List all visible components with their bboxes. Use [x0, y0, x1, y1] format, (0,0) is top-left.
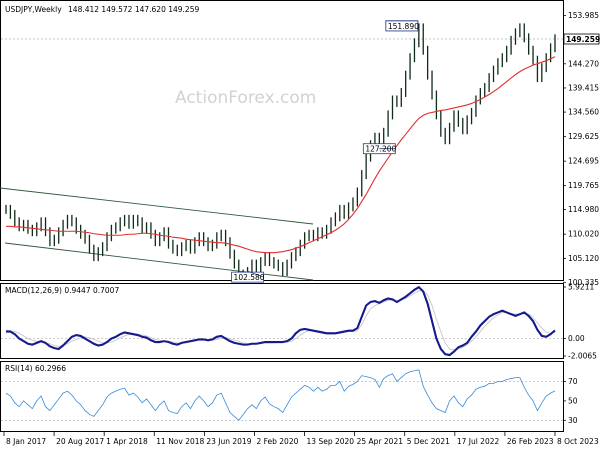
- price-axis-tick-label: 119.765: [568, 181, 599, 190]
- axes-layer: 153.985 144.270 139.415 134.560 129.625 124.6…: [3, 11, 600, 446]
- x-axis-tick-label: 25 Apr 2021: [357, 437, 404, 446]
- price-axis-tick-label: 124.695: [568, 157, 599, 166]
- price-axis-tick-label: 105.120: [568, 254, 599, 263]
- macd-layer: [1, 285, 563, 357]
- macd-panel-frame: [0, 283, 564, 359]
- chart-header: USDJPY,Weekly 148.412 149.572 147.620 14…: [5, 5, 199, 14]
- rsi-axis-tick-label: 70: [568, 377, 578, 386]
- x-axis-tick-label: 13 Sep 2020: [307, 437, 355, 446]
- price-annotation-label: 102.580: [234, 273, 265, 282]
- x-axis-tick-label: 17 Jul 2022: [457, 437, 500, 446]
- rsi-line: [5, 369, 556, 421]
- x-axis-tick-label: 5 Dec 2021: [407, 437, 450, 446]
- price-axis-tick-label: 153.985: [568, 11, 599, 20]
- x-axis-tick-label: 2 Feb 2020: [256, 437, 298, 446]
- rsi-axis-tick-label: 50: [568, 396, 578, 405]
- rsi-layer: [1, 369, 563, 421]
- channel-lower-line: [4, 242, 314, 281]
- price-panel-frame: [0, 0, 564, 281]
- ohlc-label: 148.412 149.572 147.620 149.259: [68, 5, 199, 14]
- price-axis-tick-label: 144.270: [568, 59, 599, 68]
- macd-axis-tick-label: 0.00: [568, 334, 585, 343]
- rsi-title: RSI(14) 60.2966: [5, 364, 66, 373]
- rsi-axis-tick-label: 30: [568, 416, 578, 425]
- x-axis-tick-label: 23 Jun 2019: [206, 437, 251, 446]
- macd-line: [6, 285, 556, 357]
- current-price-label: 149.259: [566, 35, 600, 44]
- price-axis-tick-label: 114.980: [568, 205, 599, 214]
- rsi-panel-frame: [0, 361, 564, 432]
- x-axis-tick-label: 1 Apr 2018: [106, 437, 148, 446]
- x-axis-tick-label: 20 Aug 2017: [56, 437, 104, 446]
- x-axis-tick-label: 11 Nov 2018: [156, 437, 204, 446]
- macd-title: MACD(12,26,9) 0.9447 0.7007: [5, 286, 119, 295]
- x-axis-tick-label: 26 Feb 2023: [507, 437, 554, 446]
- price-axis-tick-label: 129.625: [568, 132, 599, 141]
- price-axis-tick-label: 110.020: [568, 230, 599, 239]
- x-axis-tick-label: 8 Jan 2017: [6, 437, 46, 446]
- current-price-box: [563, 33, 600, 45]
- price-annotation-label: 127.200: [365, 145, 396, 154]
- price-axis-tick-label: 134.560: [568, 108, 599, 117]
- x-axis-tick-label: 8 Oct 2023: [557, 437, 599, 446]
- price-annotation-label: 151.890: [388, 22, 419, 31]
- price-axis-tick-label: 139.415: [568, 83, 599, 92]
- price-layer: [5, 23, 556, 281]
- macd-axis-tick-label: -2.0065: [568, 352, 597, 361]
- price-annotation-leader: [247, 270, 264, 278]
- macd-axis-tick-label: 5.9211: [568, 283, 594, 292]
- watermark: ActionForex.com: [175, 88, 316, 108]
- price-axis-tick-label: 100.335: [568, 278, 599, 287]
- channel-upper-line: [0, 187, 314, 225]
- moving-average-line: [6, 56, 556, 254]
- symbol-label: USDJPY,Weekly: [5, 5, 62, 14]
